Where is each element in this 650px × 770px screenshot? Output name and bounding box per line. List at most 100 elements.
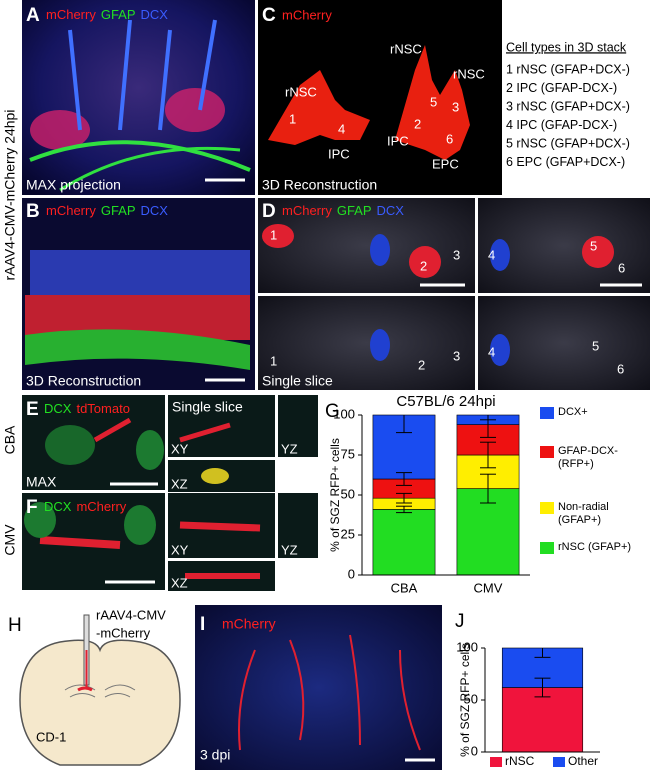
x-tick-label: CMV [474,580,503,595]
cell-label: rNSC [453,66,485,81]
cell-number: 6 [617,361,624,376]
channel: mCherry [46,7,96,22]
image-e-cells [45,417,164,470]
y-tick-label: 0 [348,566,355,581]
cell-number: 3 [453,247,460,262]
image-f-cell [179,521,261,532]
cell-label: 2 [414,116,421,131]
cell-number: 6 [618,260,625,275]
image-e-cell [179,422,231,443]
error-bar [396,492,412,504]
channel: GFAP [101,7,136,22]
error-bar [396,472,412,486]
cell-type-item: 4 IPC (GFAP-DCX-) [506,118,617,132]
channels: DCX tdTomato [44,401,130,416]
cell-label: IPC [387,133,409,148]
cell-number: 5 [590,238,597,253]
cell-type-item: 2 IPC (GFAP-DCX-) [506,81,617,95]
view-label: XZ [171,575,188,590]
legend-swatch [553,757,565,767]
caption: 3D Reconstruction [26,373,141,389]
caption: Single slice [262,373,333,389]
slice-title: Single slice [172,399,243,415]
brain-outline [19,639,181,766]
channel: DCX [141,7,169,22]
image-d [258,296,475,390]
view-label: XZ [171,476,188,491]
y-tick-label: 25 [341,526,355,541]
panel-letter: J [455,611,465,632]
channel: mCherry [46,203,96,218]
cell-types-list: 1 rNSC (GFAP+DCX-) 2 IPC (GFAP-DCX-) 3 rNS… [506,62,630,169]
image-a [22,0,255,195]
caption: MAX projection [26,177,121,193]
y-tick-label: 75 [341,446,355,461]
legend-label: GFAP-DCX-(RFP+) [558,445,618,470]
cell-types-title: Cell types in 3D stack [506,40,627,54]
legend-swatch [540,502,554,514]
channel: DCX [44,499,72,514]
view-label: YZ [281,441,298,456]
legend-swatch [540,446,554,458]
view-label: YZ [281,542,298,557]
injection-label: -mCherry [96,625,151,640]
panel-letter: D [262,201,276,222]
y-tick-label: 50 [464,691,478,706]
image-f-cells [24,502,156,549]
cell-type-item: 6 EPC (GFAP+DCX-) [506,155,625,169]
error-bar [480,415,496,421]
cell-label: 5 [430,94,437,109]
panel-letter: F [26,497,38,518]
view-label: XY [171,542,189,557]
error-bar [480,473,496,504]
caption: 3D Reconstruction [262,177,377,193]
panel-letter: E [26,399,39,420]
channel: GFAP [337,203,372,218]
image-f-yz [278,493,318,558]
y-tick-label: 0 [471,743,478,758]
chart-title: C57BL/6 24hpi [396,393,495,410]
x-tick-label: CBA [391,580,418,595]
cell-number: 4 [488,247,495,262]
cell-number: 2 [418,357,425,372]
channel: tdTomato [76,401,129,416]
channel: mCherry [282,7,332,22]
cell-label: EPC [432,156,459,171]
channel: mCherry [76,499,126,514]
error-bar [396,505,412,514]
cell-number: 4 [488,344,495,359]
legend-swatch [490,757,502,767]
image-i [195,605,442,770]
cell-type-item: 5 rNSC (GFAP+DCX-) [506,136,630,150]
channels: mCherry GFAP DCX [46,203,168,218]
y-axis-label: % of SGZ RFP+ cells [328,438,342,552]
channel: GFAP [101,203,136,218]
y-tick-label: 50 [341,486,355,501]
hippocampus [64,684,136,698]
cell-number: 2 [420,258,427,273]
image-b-render [25,250,250,370]
image-d-cells [262,224,614,366]
view-label: XY [171,441,189,456]
legend-swatch [540,407,554,419]
caption: 3 dpi [200,747,230,763]
row-label: CMV [2,524,18,556]
cell-type-item: 3 rNSC (GFAP+DCX-) [506,99,630,113]
channel: mCherry [222,616,276,632]
legend-label: Other [568,754,598,768]
image-a-cells [29,19,251,192]
strain-label: CD-1 [36,729,66,744]
error-bar [480,441,496,469]
cell-number: 5 [592,338,599,353]
cell-number: 1 [270,227,277,242]
panel-letter: A [26,5,40,26]
channel: mCherry [282,203,332,218]
legend-label: Non-radial (GFAP+) [558,501,609,526]
legend-label: rNSC [505,754,535,768]
cell-label: 3 [452,99,459,114]
image-e-yz [278,395,318,457]
panel-letter: B [26,201,40,222]
cell-label: rNSC [285,84,317,99]
legend-swatch [540,542,554,554]
